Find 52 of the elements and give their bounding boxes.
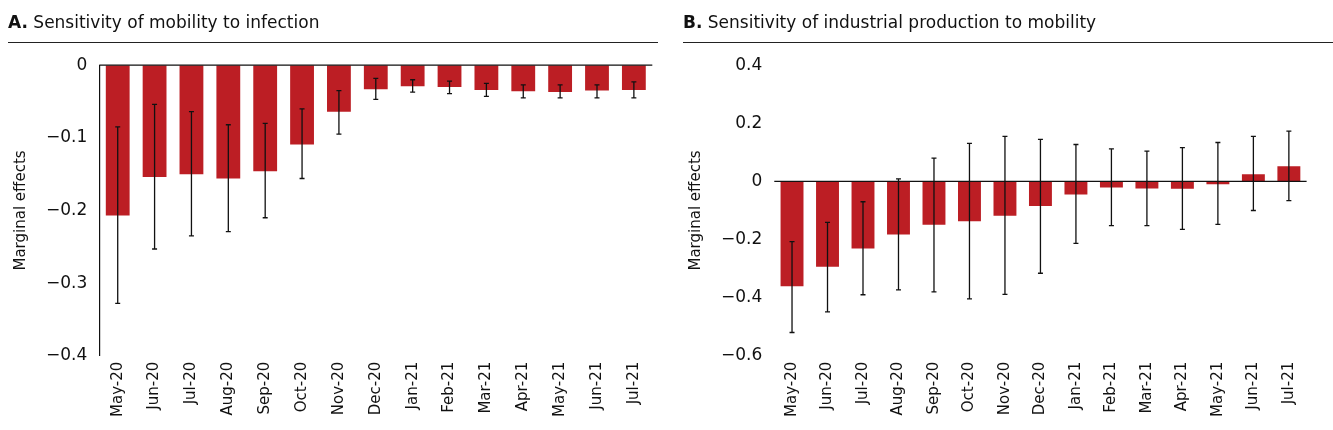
x-tick-label: Oct-20 — [959, 361, 978, 413]
x-tick-label: Nov-20 — [328, 361, 347, 416]
x-tick-label: Jun-20 — [817, 361, 836, 411]
x-tick-label: Mar-21 — [476, 361, 495, 414]
y-tick-label: 0.4 — [735, 53, 763, 74]
x-tick-label: Jul-20 — [181, 361, 200, 406]
x-tick-label: Nov-20 — [994, 361, 1013, 416]
x-tick-label: May-21 — [1207, 361, 1226, 417]
y-tick-label: −0.2 — [721, 227, 763, 248]
x-tick-label: May-20 — [781, 361, 800, 417]
y-tick-label: −0.6 — [721, 344, 763, 365]
y-tick-label: −0.4 — [721, 286, 763, 307]
x-tick-label: Jun-21 — [586, 361, 605, 411]
x-tick-label: May-21 — [550, 361, 569, 417]
y-tick-label: 0.2 — [735, 111, 763, 132]
y-tick-label: −0.1 — [46, 126, 88, 147]
bar — [1241, 174, 1265, 182]
bar — [816, 181, 839, 267]
x-tick-label: Apr-21 — [1172, 361, 1191, 412]
y-tick-label: −0.4 — [46, 344, 88, 365]
x-tick-label: Aug-20 — [218, 361, 237, 416]
x-tick-label: Jan-21 — [402, 361, 421, 411]
bar — [1028, 181, 1052, 207]
x-tick-label: Dec-20 — [1030, 361, 1049, 416]
y-tick-label: −0.3 — [46, 271, 88, 292]
x-tick-label: Dec-20 — [365, 361, 384, 416]
x-tick-label: Jul-21 — [1278, 361, 1297, 406]
bar — [887, 181, 910, 235]
x-tick-label: Oct-20 — [291, 361, 310, 413]
x-tick-label: Jan-21 — [1065, 361, 1084, 411]
x-tick-label: Jun-21 — [1243, 361, 1262, 411]
y-tick-label: 0 — [76, 53, 88, 74]
y-tick-label: −0.2 — [46, 198, 88, 219]
y-axis-title: Marginal effects — [685, 150, 704, 271]
x-tick-label: May-20 — [107, 361, 126, 417]
x-tick-label: Jul-20 — [852, 361, 871, 406]
y-axis-title: Marginal effects — [10, 150, 29, 271]
bar — [958, 181, 981, 222]
y-tick-label: 0 — [751, 169, 763, 190]
x-tick-label: Apr-21 — [513, 361, 532, 412]
x-tick-label: Jul-21 — [623, 361, 642, 406]
x-tick-label: Sep-20 — [923, 361, 942, 415]
x-tick-label: Sep-20 — [255, 361, 274, 415]
x-tick-label: Jun-20 — [144, 361, 163, 411]
bar — [1277, 166, 1301, 182]
chart-title: A. Sensitivity of mobility to infection — [8, 0, 658, 43]
x-tick-label: Feb-21 — [1101, 361, 1120, 413]
bar — [780, 181, 804, 287]
x-tick-label: Mar-21 — [1136, 361, 1155, 414]
x-tick-label: Aug-20 — [888, 361, 907, 416]
x-tick-label: Feb-21 — [439, 361, 458, 413]
chart-title: B. Sensitivity of industrial production to mobility — [683, 0, 1333, 43]
